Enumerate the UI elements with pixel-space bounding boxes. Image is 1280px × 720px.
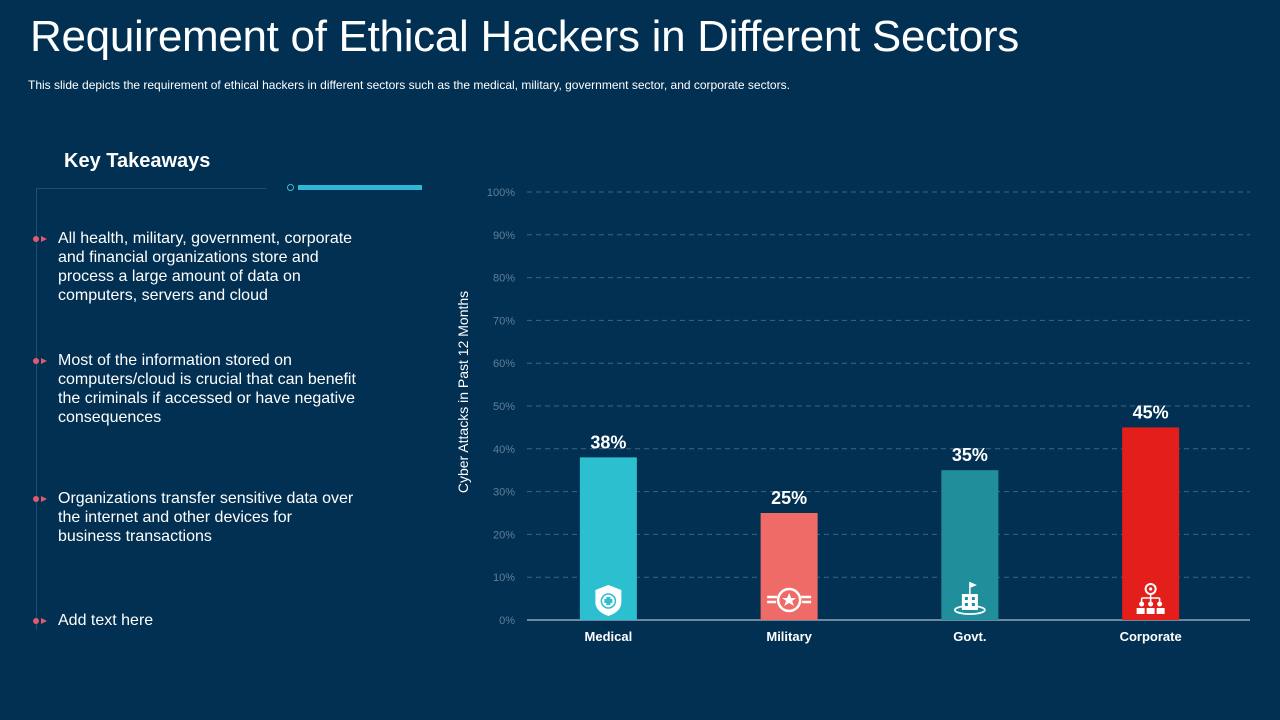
x-tick-label: Govt.: [953, 629, 986, 644]
arrow-bullet-icon: [33, 236, 47, 242]
government-building-icon: [953, 582, 986, 615]
takeaways-frame-top: [36, 188, 266, 189]
data-label: 45%: [1133, 402, 1169, 422]
y-tick-label: 10%: [493, 572, 515, 584]
bar-corporate: [1122, 427, 1180, 620]
arrow-bullet-icon: [33, 496, 47, 502]
y-tick-label: 0%: [499, 615, 515, 627]
arrow-bullet-icon: [33, 358, 47, 364]
y-tick-label: 100%: [487, 187, 515, 199]
takeaway-text: Add text here: [58, 612, 154, 629]
x-tick-label: Military: [766, 629, 812, 644]
military-emblem-icon: [767, 587, 812, 613]
data-label: 38%: [590, 432, 626, 452]
y-tick-label: 70%: [493, 315, 515, 327]
y-axis-label: Cyber Attacks in Past 12 Months: [455, 291, 471, 493]
x-tick-label: Corporate: [1120, 629, 1182, 644]
takeaways-frame-left: [36, 188, 37, 630]
y-tick-label: 30%: [493, 487, 515, 499]
key-takeaways-heading: Key Takeaways: [64, 150, 211, 172]
takeaway-text: Most of the information stored on comput…: [58, 352, 356, 426]
y-tick-label: 60%: [493, 358, 515, 370]
shield-icon: [595, 585, 622, 616]
y-tick-label: 90%: [493, 230, 515, 242]
y-tick-label: 40%: [493, 444, 515, 456]
arrow-bullet-icon: [33, 618, 47, 624]
y-tick-label: 80%: [493, 273, 515, 285]
slide-title: Requirement of Ethical Hackers in Differ…: [30, 12, 1019, 61]
y-tick-label: 50%: [493, 401, 515, 413]
corporate-network-icon: [1136, 583, 1165, 614]
slide-subtitle: This slide depicts the requirement of et…: [28, 78, 790, 92]
takeaway-text: Organizations transfer sensitive data ov…: [58, 490, 354, 545]
data-label: 35%: [952, 445, 988, 465]
takeaway-text: All health, military, government, corpor…: [58, 230, 353, 304]
bar-military: [760, 513, 818, 620]
y-tick-label: 20%: [493, 529, 515, 541]
accent-bar: [298, 185, 422, 190]
data-label: 25%: [771, 488, 807, 508]
accent-dot: [287, 184, 294, 191]
x-tick-label: Medical: [585, 629, 633, 644]
